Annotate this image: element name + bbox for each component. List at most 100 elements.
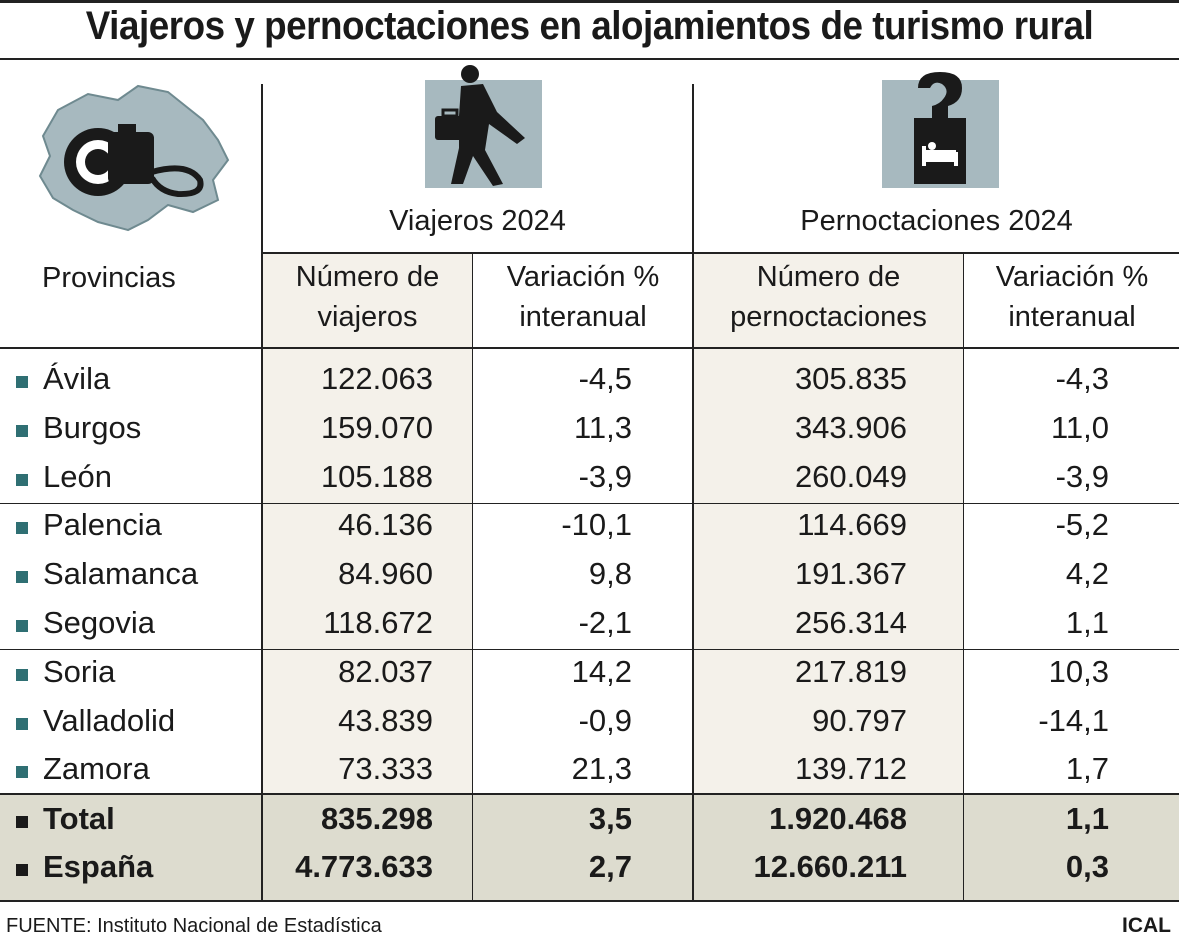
cell-var-pernoct: 10,3 — [1048, 654, 1109, 689]
divider-col-4 — [963, 253, 964, 900]
colhead-num-pernoct-line2: pernoctaciones — [730, 301, 927, 333]
row-bullet-icon — [16, 620, 28, 632]
row-province: Ávila — [43, 361, 111, 396]
cell-var-viajeros: -0,9 — [578, 703, 632, 738]
traveler-with-suitcase-icon — [435, 65, 525, 186]
row-bullet-icon — [16, 522, 28, 534]
cell-var-pernoct: -5,2 — [1055, 507, 1109, 542]
title-top-rule — [0, 0, 1179, 3]
cell-num-pernoct: 343.906 — [794, 410, 907, 445]
cell-var-viajeros: 11,3 — [573, 410, 632, 445]
cell-num-pernoct: 191.367 — [794, 556, 907, 591]
colhead-num-viajeros-line2: viajeros — [317, 301, 418, 333]
cell-var-viajeros: 9,8 — [588, 556, 632, 591]
colhead-num-viajeros: Número de viajeros — [263, 257, 472, 337]
castilla-leon-map-camera-icon — [38, 84, 230, 232]
cell-var-viajeros: 21,3 — [571, 751, 632, 786]
cell-var-pernoct: 11,0 — [1050, 410, 1109, 445]
shade-num-viajeros — [263, 253, 473, 793]
colhead-num-pernoct-line1: Número de — [756, 261, 901, 293]
totals-band — [0, 794, 1179, 901]
cell-var-viajeros: -2,1 — [578, 605, 632, 640]
page-title: Viajeros y pernoctaciones en alojamiento… — [85, 4, 1094, 48]
row-province: Zamora — [43, 751, 150, 786]
colhead-var-pernoct-line1: Variación % — [995, 261, 1149, 293]
cell-num-pernoct: 114.669 — [797, 507, 907, 542]
cell-num-pernoct: 260.049 — [794, 459, 907, 494]
cell-var-viajeros: 2,7 — [588, 849, 632, 884]
cell-num-viajeros: 122.063 — [320, 361, 433, 396]
cell-num-pernoct: 1.920.468 — [769, 801, 907, 836]
colhead-provincias: Provincias — [42, 262, 176, 294]
cell-num-pernoct: 139.712 — [794, 751, 907, 786]
cell-var-pernoct: -14,1 — [1038, 703, 1109, 738]
cell-num-pernoct: 217.819 — [794, 654, 907, 689]
totals-bottom-rule — [0, 900, 1179, 902]
group-title-pernoctaciones: Pernoctaciones 2024 — [800, 205, 1073, 237]
cell-num-viajeros: 84.960 — [338, 556, 433, 591]
row-province: España — [43, 849, 154, 884]
shade-num-pernoct — [694, 253, 964, 793]
footer-brand: ICAL — [1122, 914, 1171, 937]
cell-num-pernoct: 305.835 — [794, 361, 907, 396]
header-bottom-rule — [0, 347, 1179, 349]
row-province: Palencia — [43, 507, 162, 542]
row-province: Burgos — [43, 410, 142, 445]
row-province: Soria — [43, 654, 116, 689]
colhead-num-viajeros-line1: Número de — [295, 261, 440, 293]
divider-col-3 — [692, 84, 694, 900]
cell-var-pernoct: 1,7 — [1065, 751, 1109, 786]
row-bullet-icon — [16, 474, 28, 486]
cell-num-viajeros: 835.298 — [320, 801, 433, 836]
row-province: Segovia — [43, 605, 156, 640]
cell-num-pernoct: 12.660.211 — [753, 849, 907, 884]
cell-num-viajeros: 105.188 — [320, 459, 433, 494]
cell-num-viajeros: 159.070 — [320, 410, 433, 445]
cell-num-pernoct: 256.314 — [794, 605, 907, 640]
colhead-var-pernoct: Variación % interanual — [965, 257, 1179, 337]
footer-source: FUENTE: Instituto Nacional de Estadístic… — [6, 915, 382, 937]
cell-var-pernoct: 1,1 — [1065, 605, 1109, 640]
divider-col-2 — [472, 253, 473, 900]
cell-num-viajeros: 43.839 — [338, 703, 433, 738]
colhead-var-viajeros-line1: Variación % — [506, 261, 660, 293]
cell-var-pernoct: -4,3 — [1055, 361, 1109, 396]
colhead-num-pernoct: Número de pernoctaciones — [694, 257, 963, 337]
cell-num-viajeros: 118.672 — [323, 605, 433, 640]
cell-num-viajeros: 82.037 — [338, 654, 433, 689]
cell-var-viajeros: -10,1 — [561, 507, 632, 542]
colhead-var-pernoct-line2: interanual — [1008, 301, 1136, 333]
cell-num-viajeros: 4.773.633 — [295, 849, 433, 884]
row-bullet-icon — [16, 766, 28, 778]
colhead-var-viajeros-line2: interanual — [519, 301, 647, 333]
cell-var-pernoct: 4,2 — [1065, 556, 1109, 591]
group-title-viajeros: Viajeros 2024 — [389, 205, 566, 237]
row-bullet-icon — [16, 718, 28, 730]
group-header-rule — [261, 252, 1179, 254]
row-bullet-icon — [16, 376, 28, 388]
cell-var-viajeros: -4,5 — [578, 361, 632, 396]
row-province: Salamanca — [43, 556, 199, 591]
row-province: León — [43, 459, 112, 494]
section-rule-1 — [0, 503, 1179, 504]
cell-var-viajeros: 3,5 — [588, 801, 632, 836]
row-bullet-icon — [16, 669, 28, 681]
cell-var-viajeros: -3,9 — [578, 459, 632, 494]
section-rule-2 — [0, 649, 1179, 650]
row-province: Total — [43, 801, 115, 836]
cell-var-viajeros: 14,2 — [571, 654, 632, 689]
row-bullet-icon — [16, 864, 28, 876]
cell-num-viajeros: 46.136 — [338, 507, 433, 542]
totals-top-rule — [0, 793, 1179, 795]
row-bullet-icon — [16, 571, 28, 583]
title-bottom-rule — [0, 58, 1179, 60]
divider-col-1 — [261, 84, 263, 900]
cell-var-pernoct: 0,3 — [1065, 849, 1109, 884]
row-province: Valladolid — [43, 703, 176, 738]
cell-num-viajeros: 73.333 — [338, 751, 433, 786]
cell-var-pernoct: -3,9 — [1055, 459, 1109, 494]
cell-var-pernoct: 1,1 — [1065, 801, 1109, 836]
hotel-door-hanger-icon — [914, 72, 966, 184]
cell-num-pernoct: 90.797 — [812, 703, 907, 738]
row-bullet-icon — [16, 425, 28, 437]
